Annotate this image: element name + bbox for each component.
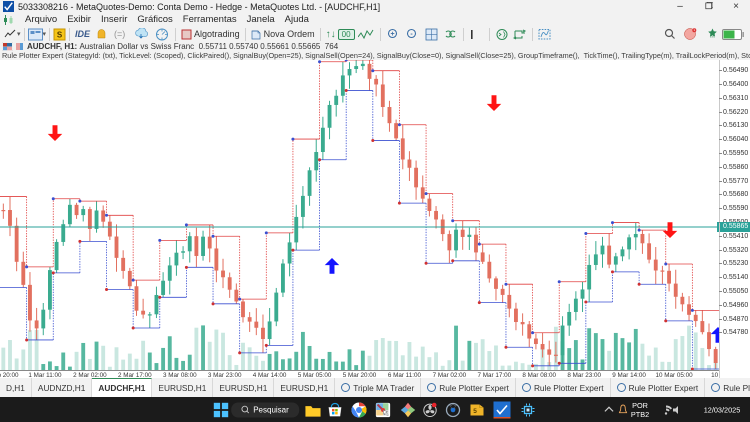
svg-text:(=): (=) (114, 29, 125, 39)
svg-text:LVL: LVL (710, 35, 715, 39)
svg-text:5: 5 (473, 408, 477, 415)
svg-text:+: + (390, 31, 394, 38)
svg-text:S: S (57, 30, 63, 39)
